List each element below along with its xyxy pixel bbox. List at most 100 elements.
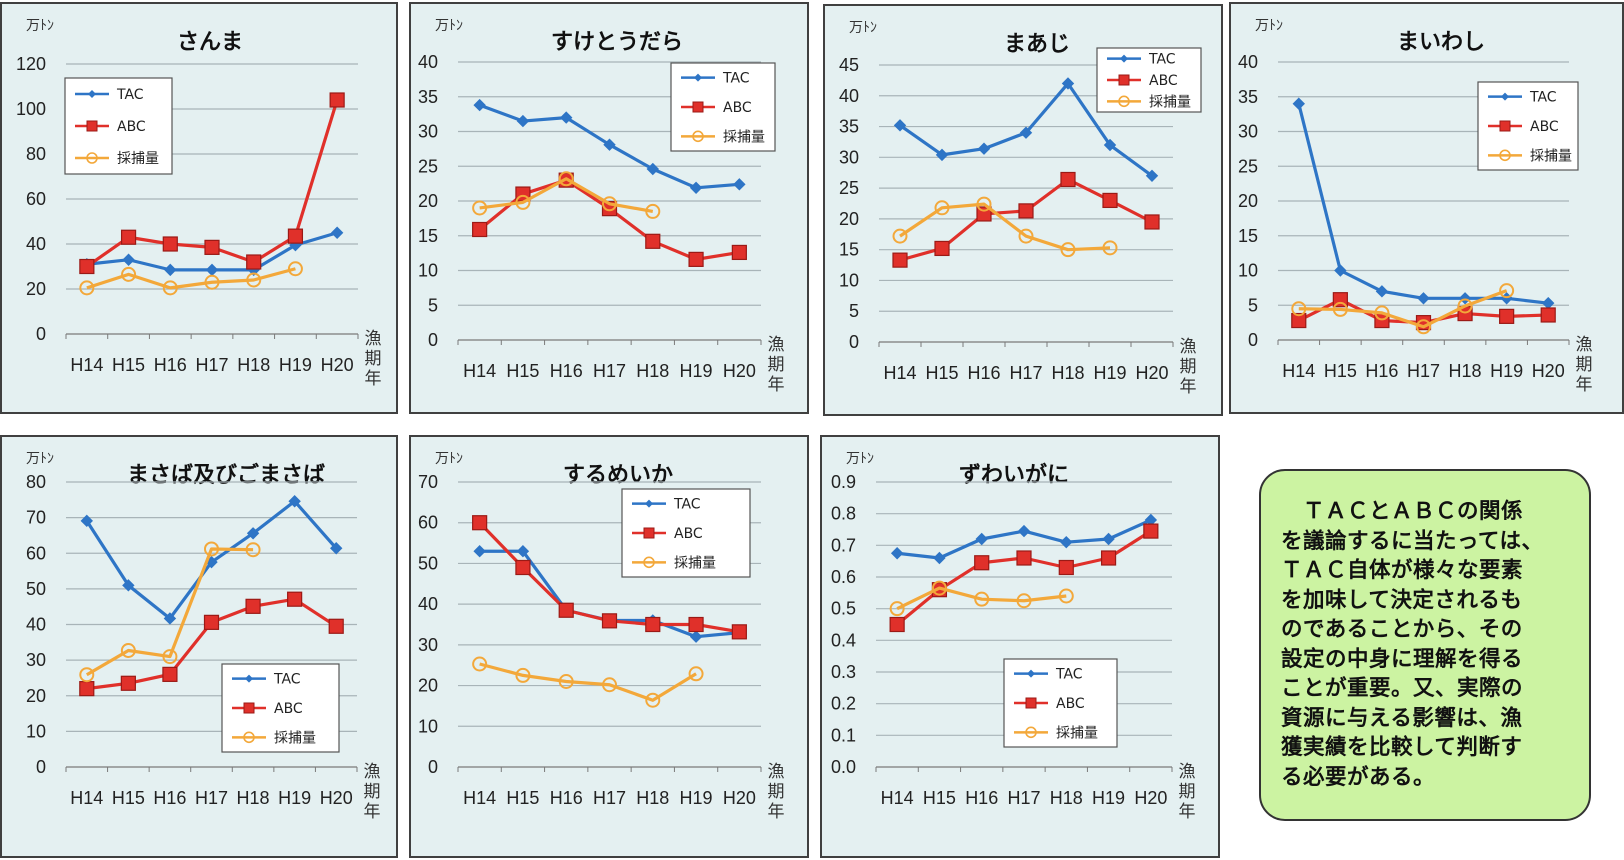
- y-tick-label: 40: [418, 52, 438, 72]
- data-point-abc: [473, 516, 487, 530]
- data-point-abc: [163, 237, 177, 251]
- note-line: のであることから、その: [1281, 615, 1575, 645]
- y-tick-label: 5: [428, 295, 438, 315]
- x-axis-label: 漁: [1179, 762, 1196, 782]
- chart-title: するめいか: [563, 463, 673, 488]
- y-tick-label: 0: [36, 757, 46, 777]
- x-tick-label: H15: [925, 363, 958, 383]
- x-tick-label: H18: [1449, 361, 1482, 381]
- data-point-tac: [1501, 293, 1512, 304]
- x-tick-label: H14: [1282, 361, 1315, 381]
- y-tick-label: 30: [418, 122, 438, 142]
- data-point-tac: [1376, 286, 1387, 297]
- x-axis-label: 期: [1180, 357, 1197, 377]
- y-tick-label: 10: [418, 261, 438, 281]
- legend-label-abc: ABC: [674, 526, 703, 542]
- data-point-tac: [976, 534, 987, 545]
- data-point-abc: [288, 592, 302, 606]
- x-tick-label: H14: [70, 355, 103, 375]
- y-tick-label: 10: [418, 716, 438, 736]
- legend-label-abc: ABC: [1056, 696, 1085, 712]
- x-tick-label: H16: [153, 788, 186, 808]
- data-point-tac: [734, 179, 745, 190]
- chart-title: まさば及びごまさば: [127, 462, 325, 488]
- x-tick-label: H14: [463, 788, 496, 808]
- data-point-abc: [1061, 172, 1075, 186]
- x-tick-label: H17: [1009, 363, 1042, 383]
- note-line: を加味して決定されるも: [1281, 586, 1575, 616]
- data-point-abc: [890, 618, 904, 632]
- x-axis-label: 期: [768, 782, 785, 802]
- y-tick-label: 80: [26, 144, 46, 164]
- unit-label: 万ﾄﾝ: [849, 20, 877, 36]
- x-axis-label: 期: [768, 355, 785, 375]
- y-tick-label: 40: [1238, 52, 1258, 72]
- data-point-abc: [689, 618, 703, 632]
- note-line: ＴＡＣとＡＢＣの関係: [1281, 497, 1575, 527]
- x-axis-label: 漁: [768, 762, 785, 782]
- x-tick-label: H20: [723, 788, 756, 808]
- data-point-abc: [975, 556, 989, 570]
- y-tick-label: 40: [26, 234, 46, 254]
- y-tick-label: 0.8: [831, 504, 856, 524]
- x-tick-label: H14: [883, 363, 916, 383]
- legend-label-catch: 採捕量: [1530, 148, 1572, 164]
- data-point-abc: [603, 614, 617, 628]
- note-line: 資源に与える影響は、漁: [1281, 704, 1575, 734]
- x-tick-label: H17: [1007, 788, 1040, 808]
- series-catch: [894, 198, 1117, 257]
- data-point-abc: [1059, 561, 1073, 575]
- y-tick-label: 45: [839, 55, 859, 75]
- x-tick-label: H17: [593, 361, 626, 381]
- legend-label-tac: TAC: [1529, 90, 1557, 106]
- x-axis-label: 年: [768, 375, 785, 395]
- x-tick-label: H19: [1092, 788, 1125, 808]
- x-tick-label: H14: [463, 361, 496, 381]
- data-point-abc: [516, 561, 530, 575]
- series-abc: [893, 172, 1159, 267]
- x-tick-label: H15: [506, 788, 539, 808]
- y-tick-label: 0.1: [831, 725, 856, 745]
- y-tick-label: 40: [418, 594, 438, 614]
- x-tick-label: H18: [1051, 363, 1084, 383]
- x-axis-label: 漁: [364, 762, 381, 782]
- note-line: る必要がある。: [1281, 763, 1575, 793]
- data-point-tac: [1335, 265, 1346, 276]
- legend-label-abc: ABC: [1530, 119, 1559, 135]
- data-point-tac: [332, 227, 343, 238]
- chart-panel-suketoudara: 万ﾄﾝ すけとうだら 0 5 10 15 20 25 30 35 40 H14 H15 H16 H17 H18…: [409, 2, 809, 414]
- y-tick-label: 100: [16, 99, 46, 119]
- x-axis-label: 漁: [365, 329, 382, 349]
- data-point-abc: [1017, 551, 1031, 565]
- y-tick-label: 0.9: [831, 472, 856, 492]
- y-tick-label: 15: [839, 240, 859, 260]
- series-abc: [890, 524, 1158, 631]
- data-point-abc: [689, 252, 703, 266]
- y-tick-label: 20: [418, 676, 438, 696]
- legend: TAC ABC 採捕量: [1478, 82, 1578, 170]
- y-tick-label: 40: [839, 86, 859, 106]
- x-tick-label: H16: [154, 355, 187, 375]
- data-point-tac: [1460, 293, 1471, 304]
- y-tick-label: 35: [839, 117, 859, 137]
- legend-marker-abc: [693, 102, 703, 112]
- legend-label-abc: ABC: [723, 100, 752, 116]
- y-tick-label: 10: [1238, 261, 1258, 281]
- data-point-abc: [893, 253, 907, 267]
- y-tick-label: 35: [418, 87, 438, 107]
- line-chart-surumeika: 万ﾄﾝ するめいか 0 10 20 30 40 50 60 70 H14 H15 H16 H17 H18 H1…: [411, 437, 811, 860]
- data-point-abc: [1145, 215, 1159, 229]
- x-tick-label: H17: [195, 355, 228, 375]
- data-point-tac: [1061, 537, 1072, 548]
- y-tick-label: 70: [26, 508, 46, 528]
- series-catch: [1292, 284, 1513, 333]
- y-tick-label: 10: [26, 721, 46, 741]
- y-tick-label: 10: [839, 270, 859, 290]
- y-tick-label: 120: [16, 54, 46, 74]
- x-axis-label: 期: [1179, 782, 1196, 802]
- legend-label-abc: ABC: [1149, 73, 1178, 89]
- y-tick-label: 20: [26, 279, 46, 299]
- legend-marker-abc: [87, 121, 97, 131]
- x-tick-label: H17: [1407, 361, 1440, 381]
- x-axis-label: 期: [1576, 355, 1593, 375]
